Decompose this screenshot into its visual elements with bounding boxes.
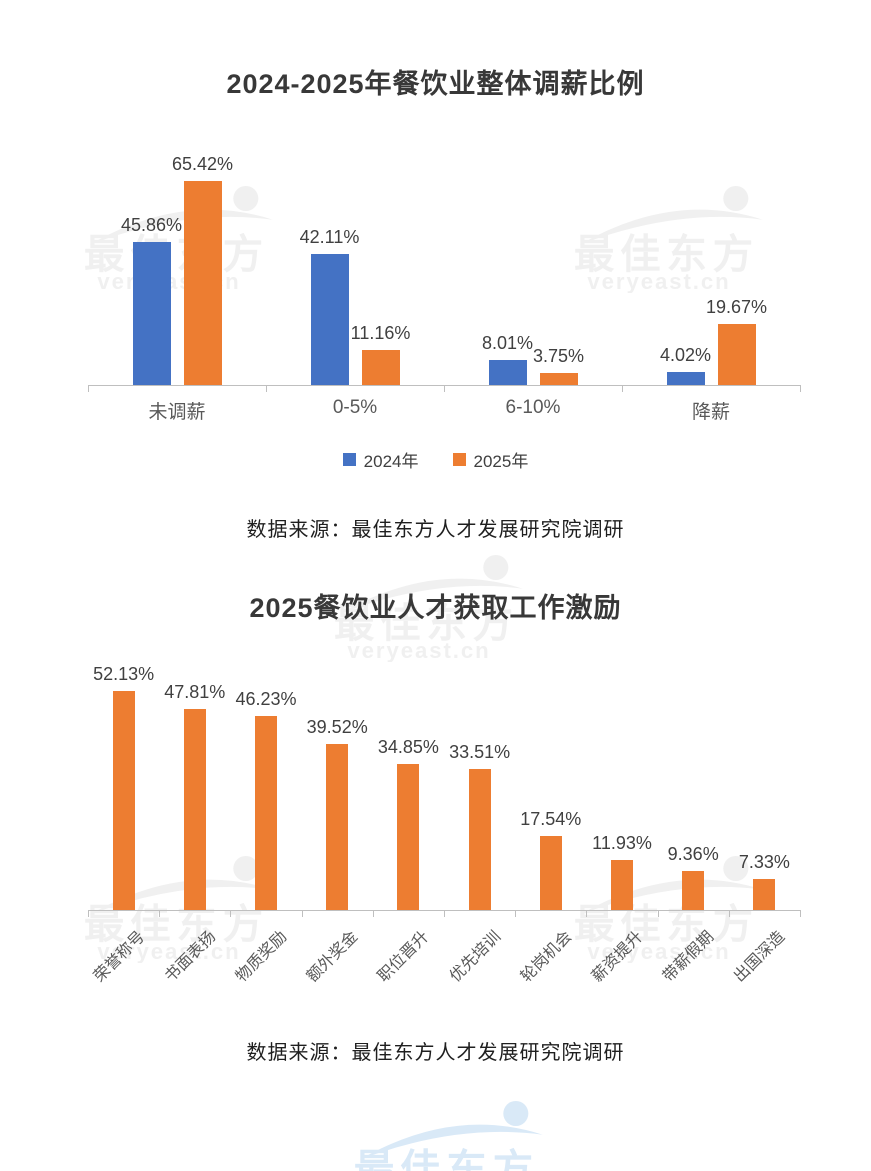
chart2-value-label: 46.23% [235,688,297,709]
x-axis-tick [88,385,89,392]
chart2-category-label: 出国深造 [622,924,788,985]
x-axis-tick [88,910,89,917]
chart1-value-label: 65.42% [171,153,234,174]
x-axis-tick [515,910,517,917]
x-axis-tick [444,385,445,392]
chart2-bar-书面表扬 [183,709,206,910]
chart2-value-label: 47.81% [164,682,226,703]
svg-text:veryeast.cn: veryeast.cn [587,269,730,293]
x-axis-tick [301,910,303,917]
chart1-value-label: 45.86% [120,214,183,235]
x-axis-tick [372,910,374,917]
chart1-value-label: 3.75% [532,346,585,367]
legend-swatch-2024 [342,453,356,466]
chart2-bar-职位晋升 [397,763,420,910]
svg-text:最佳东方: 最佳东方 [354,1146,539,1171]
chart2-bar-出国深造 [753,879,776,910]
chart1-source: 数据来源：最佳东方人才发展研究院调研 [246,519,625,541]
chart2-value-label: 33.51% [449,742,511,763]
chart2-bar-物质奖励 [255,715,277,910]
chart2-bar-优先培训 [468,769,491,910]
svg-text:最佳东方: 最佳东方 [574,231,759,277]
legend-label-2024: 2024年 [363,452,419,471]
svg-text:veryeast.cn: veryeast.cn [347,638,490,662]
chart2-value-label: 11.93% [592,832,652,853]
watermark-footer-blue: 最佳东方 [352,1098,564,1171]
chart2-value-label: 17.54% [520,809,582,830]
x-axis-tick [800,910,801,917]
chart1-category-label: 6-10% [505,397,561,418]
chart1-title: 2024-2025年餐饮业整体调薪比例 [226,69,645,99]
chart2-title: 2025餐饮业人才获取工作激励 [249,593,622,623]
chart2-value-label: 9.36% [667,843,719,864]
chart1-bar-2024年-降薪 [666,372,705,385]
x-axis-tick [586,910,588,917]
svg-text:最佳东方: 最佳东方 [84,231,269,277]
chart2-value-label: 7.33% [738,852,790,873]
chart2-value-label: 39.52% [306,717,368,738]
x-axis-tick [622,385,623,392]
chart2-bar-轮岗机会 [539,836,562,910]
x-axis-tick [657,910,659,917]
chart2-bar-荣誉称号 [112,691,135,910]
chart1-bar-2025年-6-10% [539,373,578,385]
chart1-value-label: 19.67% [705,296,768,317]
x-axis-tick [230,910,232,917]
chart1-category-label: 0-5% [332,397,378,418]
chart1-value-label: 42.11% [299,226,360,247]
chart2-value-label: 52.13% [93,664,155,685]
legend-item-2025: 2025年 [452,447,529,472]
chart1-bar-2024年-6-10% [488,360,527,385]
chart2-bar-带薪假期 [682,870,705,910]
x-axis-tick [728,910,730,917]
x-axis-tick [800,385,801,392]
chart1-value-label: 8.01% [481,333,534,353]
x-axis-tick [266,385,267,392]
chart1-bar-2025年-降薪 [717,323,756,385]
chart2-bar-额外奖金 [326,744,349,910]
chart1-bar-2025年-0-5% [361,350,400,385]
legend-item-2024: 2024年 [342,447,419,472]
brand-watermark-blue-icon: 最佳东方 [354,1100,543,1171]
chart1-bar-2025年-未调薪 [183,180,222,385]
legend-label-2025: 2025年 [473,452,529,471]
chart1-bar-2024年-0-5% [310,253,349,385]
chart1-category-label: 未调薪 [148,402,206,423]
chart2-value-label: 34.85% [377,736,439,757]
chart2-category-label-text: 出国深造 [731,928,789,986]
chart1-category-label: 降薪 [691,402,730,423]
chart1-value-label: 4.02% [659,345,712,366]
chart1-bar-2024年-未调薪 [132,241,171,385]
chart1-value-label: 11.16% [350,323,411,344]
x-axis-tick [444,910,445,917]
legend-swatch-2025 [452,453,466,466]
chart1-legend: 2024年 2025年 [0,447,871,472]
chart2-bar-薪资提升 [611,859,633,910]
x-axis-tick [159,910,161,917]
chart2-source: 数据来源：最佳东方人才发展研究院调研 [246,1042,625,1064]
watermark-top-right: 最佳东方 veryeast.cn [572,183,784,298]
